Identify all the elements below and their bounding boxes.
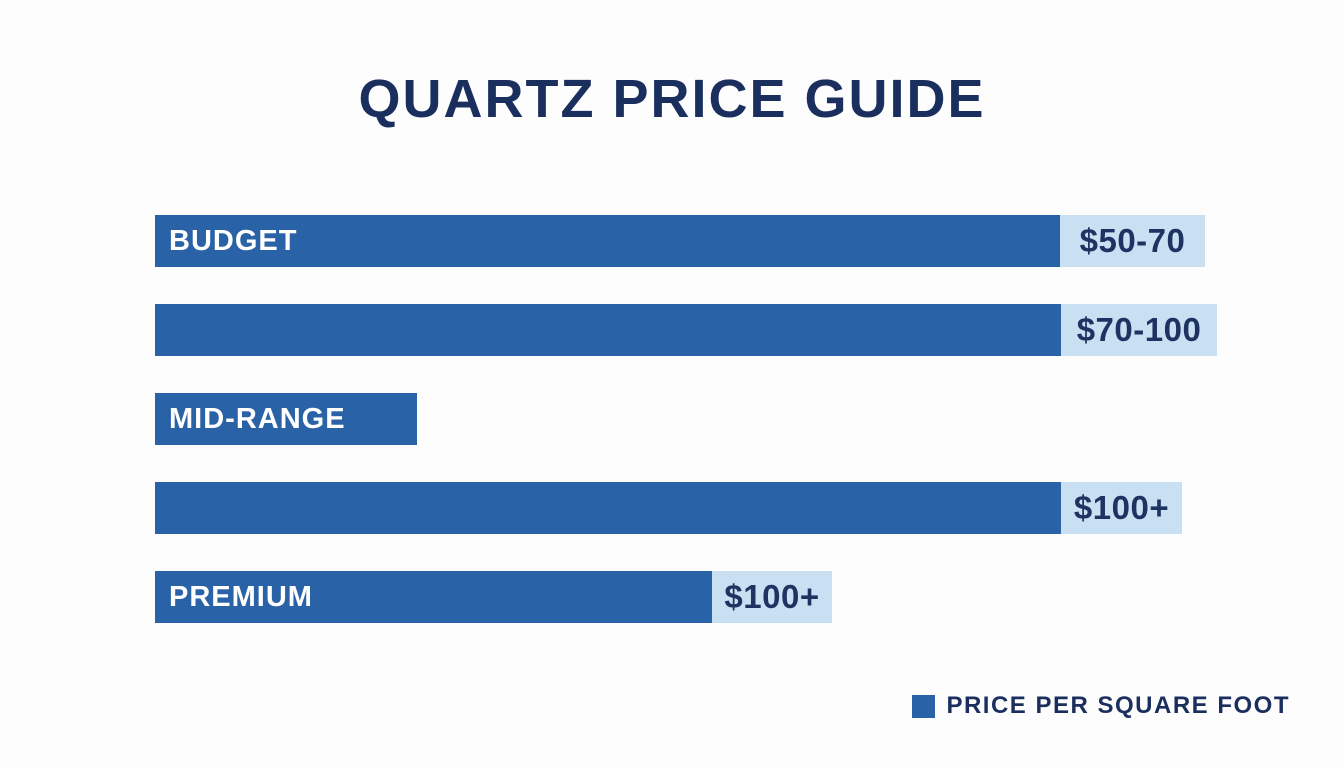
bar-budget: BUDGET bbox=[155, 215, 1060, 267]
value-chip: $100+ bbox=[712, 571, 832, 623]
bar-row-mid-range: MID-RANGE bbox=[155, 393, 417, 445]
bar-premium: PREMIUM bbox=[155, 571, 712, 623]
legend-label: PRICE PER SQUARE FOOT bbox=[946, 692, 1290, 719]
value-chip: $70-100 bbox=[1061, 304, 1217, 356]
page-title: QUARTZ PRICE GUIDE bbox=[358, 69, 986, 129]
bar-unlabeled-1 bbox=[155, 304, 1061, 356]
bar-row-unlabeled-1: $70-100 bbox=[155, 304, 1217, 356]
value-label: $70-100 bbox=[1076, 311, 1202, 348]
legend: PRICE PER SQUARE FOOT bbox=[912, 692, 1290, 720]
bar-row-unlabeled-2: $100+ bbox=[155, 482, 1182, 534]
value-label: $100+ bbox=[1073, 489, 1170, 526]
value-chip: $100+ bbox=[1061, 482, 1182, 534]
bar-label: BUDGET bbox=[169, 224, 298, 257]
bar-row-budget: BUDGET $50-70 bbox=[155, 215, 1205, 267]
bar-label: MID-RANGE bbox=[169, 402, 346, 435]
bar-label: PREMIUM bbox=[169, 580, 313, 613]
value-label: $50-70 bbox=[1079, 222, 1186, 259]
bar-unlabeled-2 bbox=[155, 482, 1061, 534]
value-label: $100+ bbox=[724, 578, 820, 615]
legend-swatch-icon bbox=[912, 694, 936, 718]
bar-mid-range: MID-RANGE bbox=[155, 393, 417, 445]
value-chip: $50-70 bbox=[1060, 215, 1205, 267]
bar-row-premium: PREMIUM $100+ bbox=[155, 571, 832, 623]
